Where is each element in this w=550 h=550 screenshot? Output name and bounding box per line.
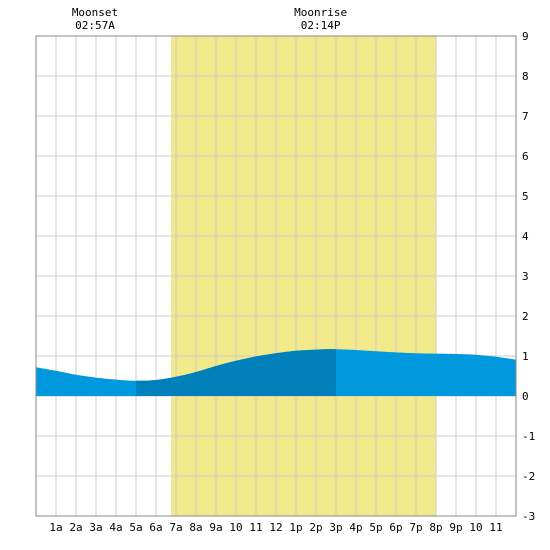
x-tick-label: 9a <box>209 521 222 534</box>
x-tick-label: 2p <box>309 521 322 534</box>
tide-area-highlight <box>136 349 336 396</box>
y-tick-label: -1 <box>522 430 535 443</box>
moon-event-time: 02:57A <box>75 19 115 32</box>
y-tick-label: -2 <box>522 470 535 483</box>
y-tick-label: 7 <box>522 110 529 123</box>
y-tick-label: 8 <box>522 70 529 83</box>
plot-frame <box>35 35 517 517</box>
x-tick-label: 10 <box>469 521 482 534</box>
y-tick-label: 1 <box>522 350 529 363</box>
x-tick-label: 3a <box>89 521 102 534</box>
x-tick-label: 3p <box>329 521 342 534</box>
y-tick-label: 3 <box>522 270 529 283</box>
moon-event-label: Moonset <box>72 6 118 19</box>
x-tick-label: 2a <box>69 521 82 534</box>
x-tick-label: 11 <box>249 521 262 534</box>
y-tick-label: 0 <box>522 390 529 403</box>
y-tick-label: -3 <box>522 510 535 523</box>
y-tick-label: 2 <box>522 310 529 323</box>
y-tick-label: 6 <box>522 150 529 163</box>
y-tick-label: 9 <box>522 30 529 43</box>
y-tick-label: 5 <box>522 190 529 203</box>
x-tick-label: 5a <box>129 521 142 534</box>
x-tick-label: 5p <box>369 521 382 534</box>
x-tick-label: 7p <box>409 521 422 534</box>
x-tick-label: 4a <box>109 521 122 534</box>
x-tick-label: 1a <box>49 521 62 534</box>
x-tick-label: 8p <box>429 521 442 534</box>
x-tick-label: 8a <box>189 521 202 534</box>
moon-event-label: Moonrise <box>294 6 347 19</box>
x-tick-label: 9p <box>449 521 462 534</box>
x-tick-label: 6p <box>389 521 402 534</box>
moon-event-time: 02:14P <box>301 19 341 32</box>
x-tick-label: 1p <box>289 521 302 534</box>
x-tick-label: 4p <box>349 521 362 534</box>
x-tick-label: 12 <box>269 521 282 534</box>
x-tick-label: 7a <box>169 521 182 534</box>
x-tick-label: 6a <box>149 521 162 534</box>
y-tick-label: 4 <box>522 230 529 243</box>
x-tick-label: 10 <box>229 521 242 534</box>
x-tick-label: 11 <box>489 521 502 534</box>
